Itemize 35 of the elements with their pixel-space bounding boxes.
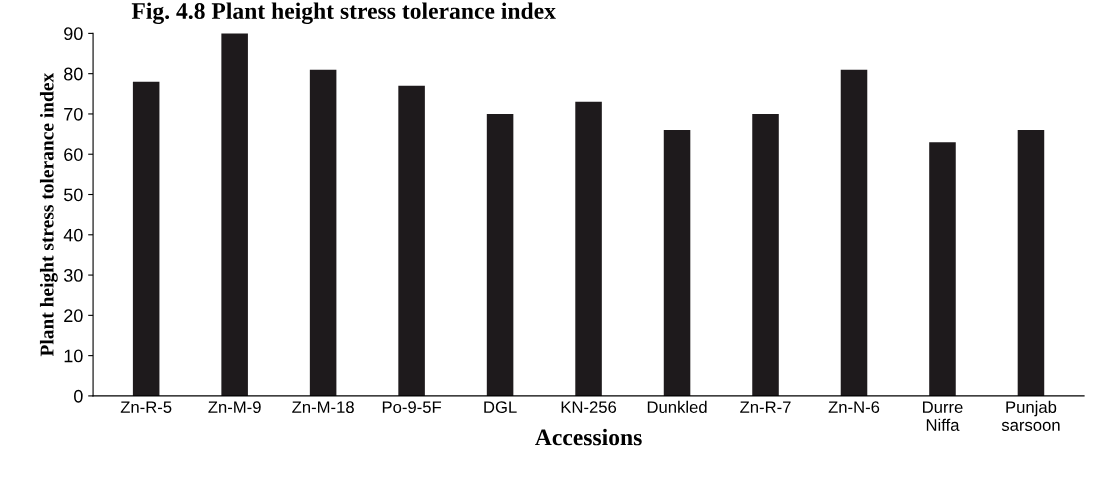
bar: [398, 85, 425, 396]
y-tick-label: 70: [64, 107, 83, 121]
bar: [221, 33, 248, 396]
x-tick-label: DGL: [484, 401, 517, 414]
x-tick-label: Po-9-5F: [382, 401, 442, 414]
x-tick-label: KN-256: [561, 401, 617, 414]
x-tick-label: Zn-R-5: [120, 401, 172, 414]
y-tick-label: 50: [63, 188, 83, 202]
bar: [132, 81, 160, 396]
x-tick-label: Dunkled: [647, 400, 707, 414]
bar: [486, 113, 514, 396]
y-tick-label: 40: [63, 228, 83, 242]
bar: [752, 113, 779, 396]
x-tick-label: Durre Niffa: [923, 401, 963, 431]
x-tick-label: Zn-M-9: [208, 401, 261, 414]
x-axis-title: Accessions: [535, 428, 642, 446]
bar: [575, 101, 602, 396]
bar: [929, 142, 956, 396]
y-axis-title: Plant height stress tolerance index: [39, 72, 58, 357]
y-tick-label: 10: [64, 349, 83, 363]
x-tick-label: Zn-R-7: [740, 401, 791, 413]
bar: [309, 69, 337, 396]
y-tick-label: 90: [64, 27, 83, 41]
y-tick-label: 20: [64, 309, 83, 323]
y-tick-label: 0: [74, 389, 83, 403]
y-tick-label: 60: [64, 148, 83, 161]
x-tick-label: Zn-N-6: [828, 401, 880, 414]
bar: [840, 69, 868, 396]
chart-title: Fig. 4.8 Plant height stress tolerance index: [131, 2, 556, 24]
x-tick-label: Punjab sarsoon: [1001, 400, 1060, 431]
bar: [663, 130, 691, 396]
x-tick-label: Zn-M-18: [292, 401, 354, 414]
y-tick-label: 30: [63, 269, 83, 282]
bar: [1017, 130, 1045, 396]
y-tick-label: 80: [64, 67, 83, 81]
